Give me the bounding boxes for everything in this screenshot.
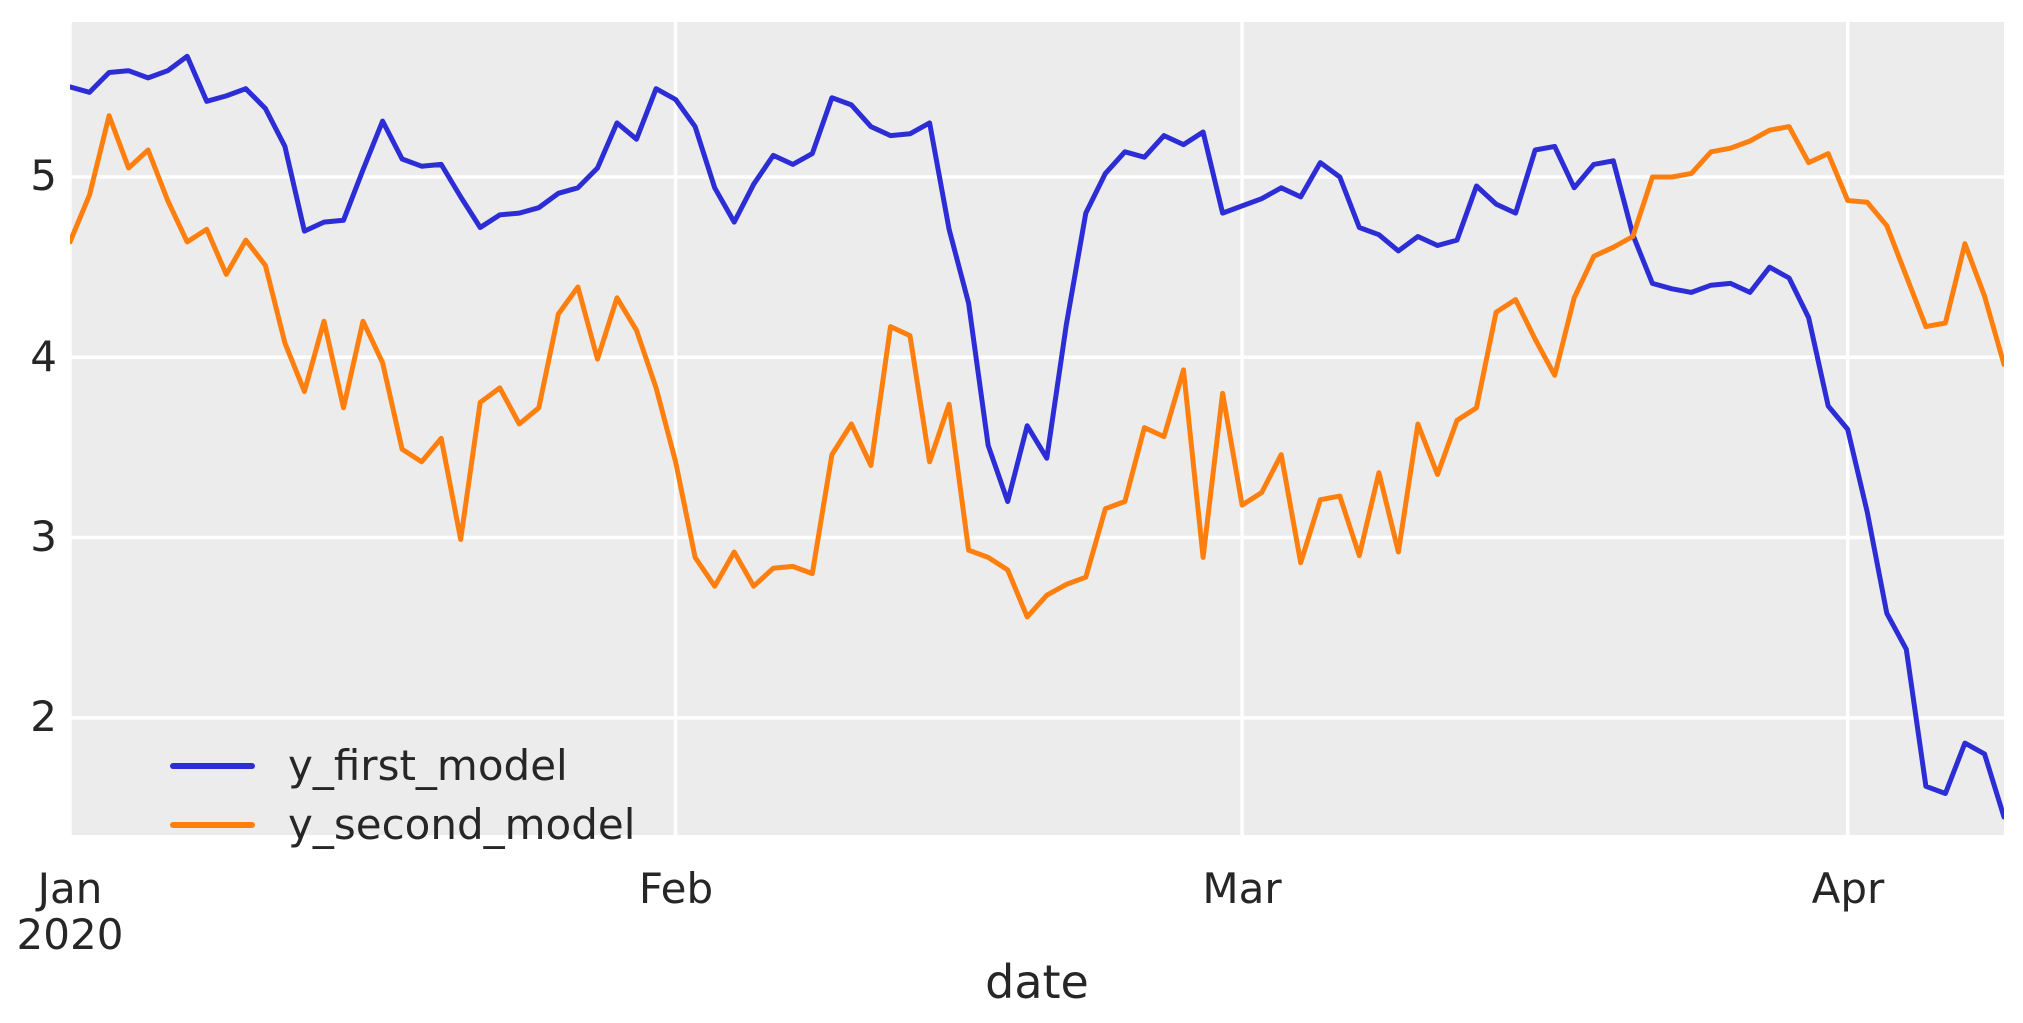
y-tick-3: 3: [30, 512, 57, 561]
legend-label: y_first_model: [288, 740, 568, 790]
legend-label: y_second_model: [288, 799, 636, 849]
legend-line-sample-blue: [170, 762, 255, 769]
x-tick-month: Mar: [1202, 864, 1282, 913]
x-tick-apr: Apr: [1748, 866, 1948, 912]
data-series-lines: [70, 53, 2004, 820]
legend: y_first_model y_second_model: [170, 736, 635, 854]
series-line-y_first_model: [70, 53, 2004, 820]
vertical-gridlines: [70, 22, 1850, 835]
plot-area: y_first_model y_second_model: [70, 22, 2004, 847]
y-tick-5: 5: [30, 151, 57, 200]
chart-canvas: [70, 22, 2004, 835]
x-tick-feb: Feb: [576, 866, 776, 912]
x-tick-mar: Mar: [1142, 866, 1342, 912]
x-tick-month: Apr: [1811, 864, 1885, 913]
x-tick-month: Jan: [37, 864, 103, 913]
legend-line-sample-orange: [170, 821, 255, 828]
legend-item-first-model: y_first_model: [170, 736, 635, 795]
y-tick-2: 2: [30, 692, 57, 741]
x-tick-jan: Jan 2020: [0, 866, 170, 958]
x-axis-label: date: [985, 955, 1089, 1009]
legend-item-second-model: y_second_model: [170, 795, 635, 854]
series-line-y_second_model: [70, 113, 2004, 620]
x-tick-month: Feb: [638, 864, 714, 913]
y-tick-4: 4: [30, 332, 57, 381]
horizontal-gridlines: [70, 175, 2004, 720]
x-tick-year: 2020: [16, 910, 124, 959]
